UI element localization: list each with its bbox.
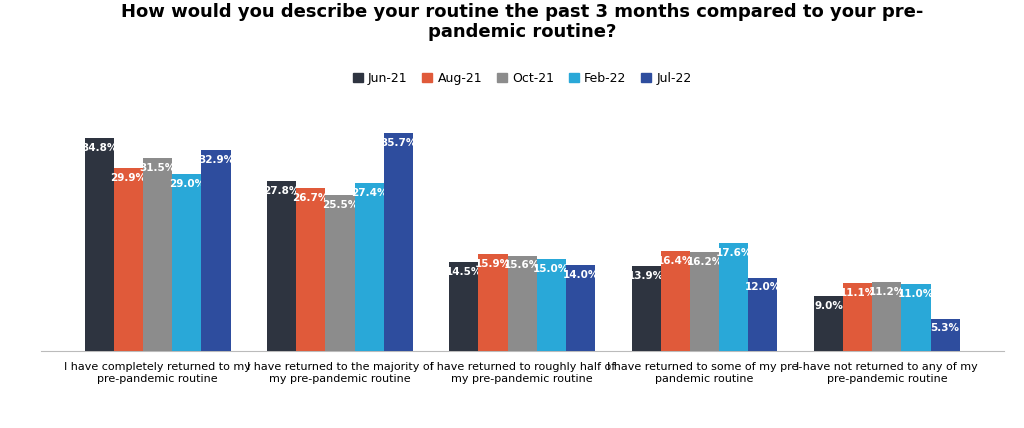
- Text: 16.4%: 16.4%: [657, 256, 693, 266]
- Text: 11.2%: 11.2%: [868, 287, 905, 297]
- Text: 15.6%: 15.6%: [504, 261, 541, 270]
- Bar: [843, 283, 872, 351]
- Bar: [660, 251, 690, 351]
- Bar: [172, 174, 202, 351]
- Bar: [508, 256, 537, 351]
- Bar: [690, 252, 719, 351]
- Text: 29.9%: 29.9%: [111, 173, 146, 183]
- Bar: [267, 181, 296, 351]
- Bar: [114, 168, 143, 351]
- Text: 15.9%: 15.9%: [475, 259, 511, 269]
- Text: 26.7%: 26.7%: [293, 193, 329, 202]
- Bar: [85, 138, 114, 351]
- Bar: [719, 244, 749, 351]
- Text: 13.9%: 13.9%: [628, 271, 665, 281]
- Title: How would you describe your routine the past 3 months compared to your pre-
pand: How would you describe your routine the …: [121, 3, 924, 42]
- Text: 31.5%: 31.5%: [139, 163, 176, 173]
- Bar: [354, 184, 384, 351]
- Bar: [384, 133, 413, 351]
- Text: 11.1%: 11.1%: [840, 288, 876, 298]
- Text: 16.2%: 16.2%: [686, 257, 723, 267]
- Bar: [326, 195, 354, 351]
- Bar: [450, 262, 478, 351]
- Bar: [872, 282, 901, 351]
- Text: 29.0%: 29.0%: [169, 178, 205, 189]
- Text: 32.9%: 32.9%: [198, 155, 234, 165]
- Bar: [931, 318, 959, 351]
- Bar: [566, 265, 595, 351]
- Text: 11.0%: 11.0%: [898, 288, 934, 299]
- Bar: [478, 254, 508, 351]
- Bar: [814, 296, 843, 351]
- Text: 5.3%: 5.3%: [931, 324, 959, 333]
- Text: 14.5%: 14.5%: [445, 267, 482, 277]
- Text: 14.0%: 14.0%: [562, 270, 599, 280]
- Text: 9.0%: 9.0%: [814, 301, 843, 311]
- Text: 35.7%: 35.7%: [380, 137, 417, 148]
- Text: 27.4%: 27.4%: [351, 188, 387, 198]
- Bar: [143, 158, 172, 351]
- Bar: [632, 266, 660, 351]
- Bar: [202, 150, 230, 351]
- Legend: Jun-21, Aug-21, Oct-21, Feb-22, Jul-22: Jun-21, Aug-21, Oct-21, Feb-22, Jul-22: [348, 67, 696, 90]
- Text: 12.0%: 12.0%: [744, 282, 781, 292]
- Bar: [296, 188, 326, 351]
- Bar: [749, 278, 777, 351]
- Text: 15.0%: 15.0%: [534, 264, 569, 274]
- Bar: [537, 259, 566, 351]
- Text: 34.8%: 34.8%: [81, 143, 118, 153]
- Text: 27.8%: 27.8%: [263, 186, 300, 196]
- Bar: [901, 284, 931, 351]
- Text: 25.5%: 25.5%: [322, 200, 358, 210]
- Text: 17.6%: 17.6%: [716, 248, 752, 258]
